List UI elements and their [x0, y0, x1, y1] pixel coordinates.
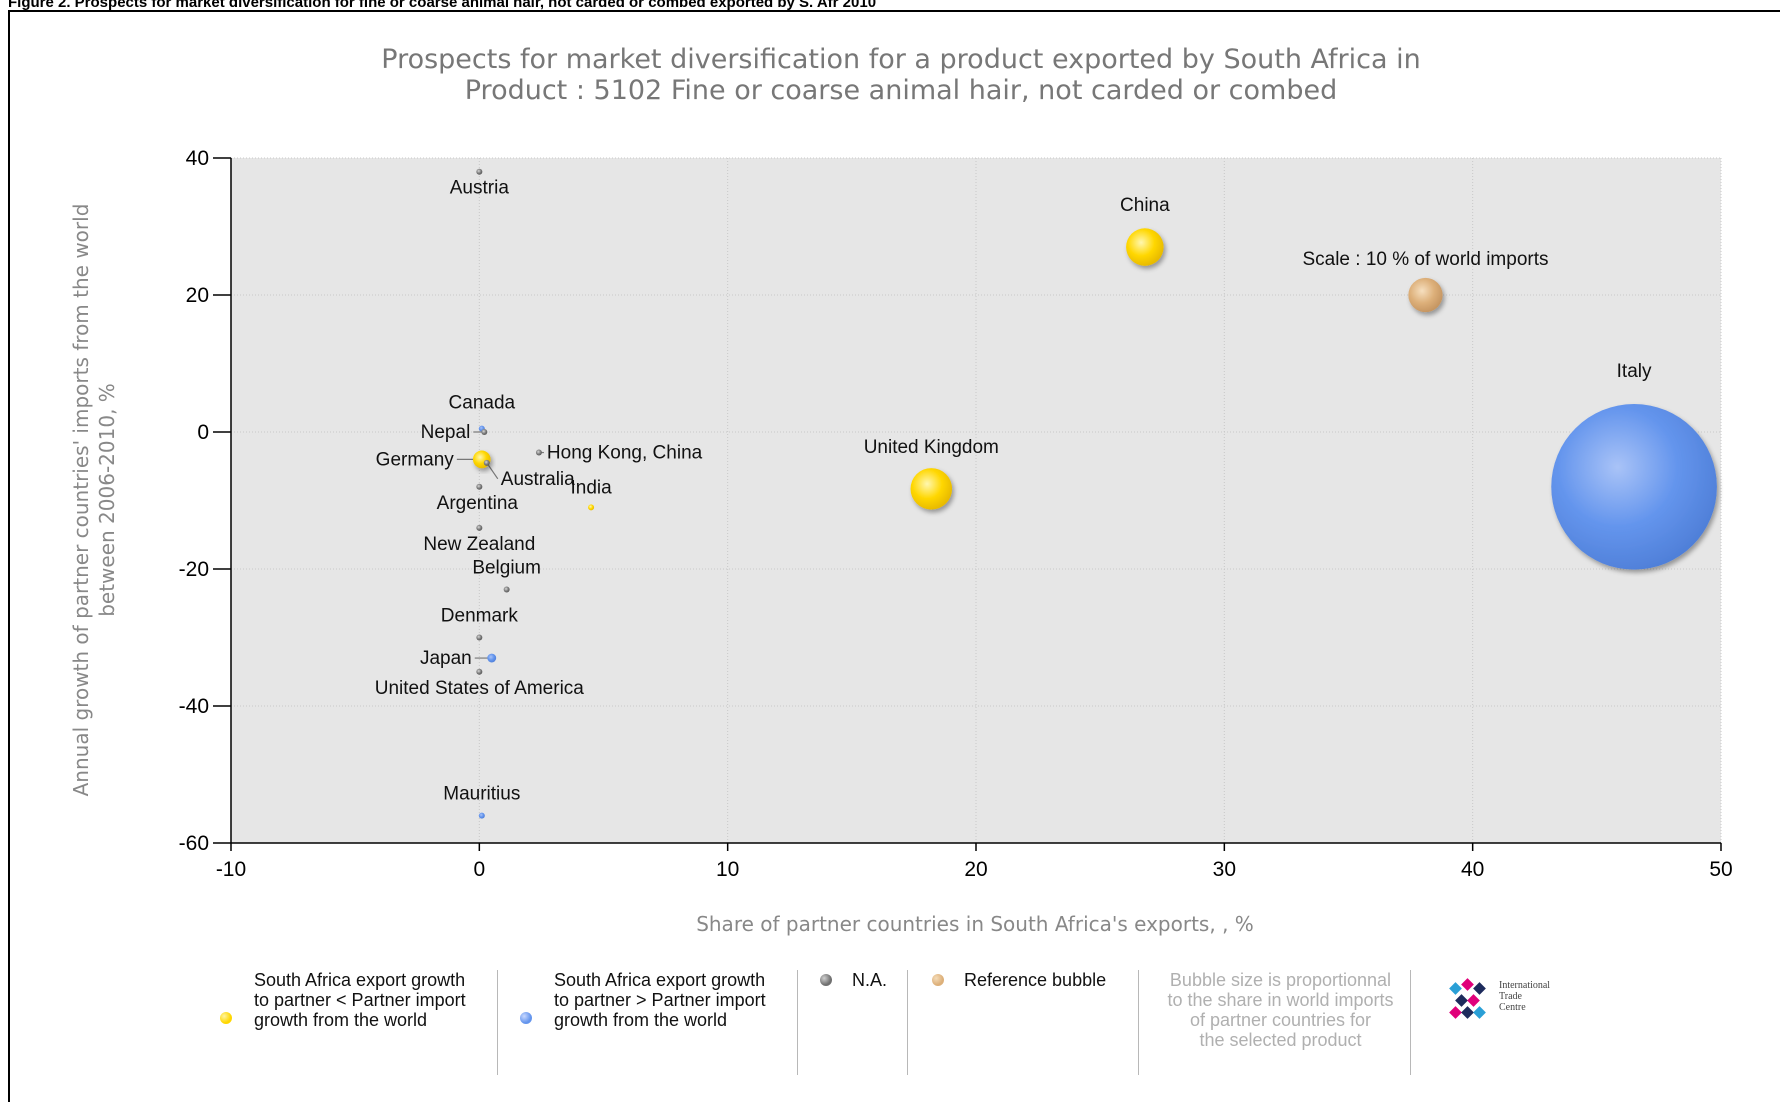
bubble-new-zealand: [476, 524, 483, 531]
label-australia: Australia: [501, 469, 575, 490]
legend-na-text: N.A.: [852, 970, 888, 990]
point-labels: Austria China Scale : 10 % of world import…: [375, 178, 1652, 805]
bubble-italy: [1551, 403, 1717, 570]
legend-separator: [797, 970, 798, 1075]
legend: South Africa export growth to partner < …: [210, 970, 1610, 1078]
y-tick-label: 0: [197, 421, 209, 444]
bubble-india: [588, 504, 595, 511]
legend-reference-text: Reference bubble: [964, 970, 1107, 990]
label-china: China: [1120, 195, 1170, 216]
legend-yellow-dot: [220, 1012, 232, 1024]
legend-yellow-line2: to partner < Partner import: [254, 990, 466, 1010]
itc-logo: International Trade Centre: [1447, 978, 1577, 1028]
label-austria: Austria: [450, 178, 510, 199]
label-japan: Japan: [420, 648, 472, 669]
bubble-japan: [487, 653, 497, 663]
y-tick-label: -60: [179, 832, 209, 855]
x-axis-title: Share of partner countries in South Afri…: [696, 912, 1254, 936]
legend-yellow-text: South Africa export growth to partner < …: [254, 970, 466, 1030]
legend-note-line1: Bubble size is proportionnal: [1169, 970, 1392, 990]
bubble-united-states-of-america: [476, 668, 483, 675]
bubble-austria: [476, 168, 483, 175]
label-denmark: Denmark: [441, 606, 519, 627]
legend-note-line3: of partner countries for: [1189, 1010, 1372, 1030]
legend-note-line2: to the share in world imports: [1167, 990, 1394, 1010]
label-hong-kong-china: Hong Kong, China: [547, 443, 703, 464]
bubble-scale-10-of-world-imports: [1408, 277, 1443, 313]
y-axis-title-line1: Annual growth of partner countries' impo…: [69, 204, 93, 797]
y-tick-label: -20: [179, 558, 209, 581]
chart-title-line2: Product : 5102 Fine or coarse animal hai…: [465, 75, 1337, 106]
label-mauritius: Mauritius: [443, 784, 520, 805]
x-tick-label: 50: [1709, 858, 1732, 881]
legend-blue-line1: South Africa export growth: [554, 970, 766, 990]
legend-separator: [1138, 970, 1139, 1075]
y-tick-label: 20: [186, 284, 209, 307]
x-tick-label: 10: [716, 858, 739, 881]
y-axis-title-line2: between 2006-2010, %: [95, 383, 119, 617]
legend-yellow-line1: South Africa export growth: [254, 970, 466, 990]
grid-lines: [231, 157, 1722, 843]
label-canada: Canada: [449, 393, 516, 414]
bubble-germany: [472, 450, 491, 469]
legend-bubble-size-note: Bubble size is proportionnal to the shar…: [1148, 970, 1413, 1050]
x-tick-label: -10: [216, 858, 246, 881]
legend-blue-line3: growth from the world: [554, 1010, 728, 1030]
legend-note-line4: the selected product: [1199, 1030, 1362, 1050]
label-united-states-of-america: United States of America: [375, 678, 585, 699]
label-nepal: Nepal: [421, 422, 471, 443]
x-tick-label: 0: [473, 858, 485, 881]
connector-australia: [486, 462, 499, 480]
itc-logo-line1: International: [1499, 980, 1551, 991]
label-new-zealand: New Zealand: [423, 534, 535, 555]
bubble-china: [1126, 228, 1164, 266]
y-tick-label: 40: [186, 147, 209, 170]
chart-title-line1: Prospects for market diversification for…: [381, 44, 1420, 75]
bubble-argentina: [476, 483, 483, 490]
x-tick-label: 30: [1213, 858, 1236, 881]
legend-separator: [907, 970, 908, 1075]
legend-blue-line2: to partner > Partner import: [554, 990, 766, 1010]
legend-blue-dot: [520, 1012, 532, 1024]
bubble-belgium: [503, 586, 510, 593]
legend-separator: [1410, 970, 1411, 1075]
x-tick-label: 20: [964, 858, 987, 881]
label-belgium: Belgium: [472, 558, 541, 579]
label-india: India: [570, 477, 612, 498]
itc-logo-text: International Trade Centre: [1499, 980, 1550, 1013]
bubble-mauritius: [478, 812, 485, 819]
axes: -10 0 10 20 30 40 50 40 20 0 -20 -40 -60: [179, 147, 1733, 881]
bubble-australia: [483, 459, 490, 466]
bubble-nepal: [481, 429, 488, 435]
label-united-kingdom: United Kingdom: [864, 437, 999, 458]
legend-blue-text: South Africa export growth to partner > …: [554, 970, 766, 1030]
x-tick-label: 40: [1461, 858, 1484, 881]
bubble-denmark: [476, 634, 483, 641]
legend-separator: [497, 970, 498, 1075]
itc-logo-line2: Trade: [1499, 991, 1522, 1002]
bubbles: [472, 168, 1717, 819]
figure-caption: Figure 2. Prospects for market diversifi…: [8, 0, 877, 11]
legend-reference-dot: [932, 974, 944, 986]
label-argentina: Argentina: [437, 493, 519, 514]
label-scale-10-of-world-imports: Scale : 10 % of world imports: [1302, 249, 1548, 270]
label-italy: Italy: [1617, 361, 1652, 382]
itc-logo-mark-icon: [1449, 978, 1486, 1019]
itc-logo-line3: Centre: [1499, 1002, 1526, 1013]
legend-yellow-line3: growth from the world: [254, 1010, 428, 1030]
bubble-hong-kong-china: [535, 449, 542, 456]
legend-na-dot: [820, 974, 832, 986]
chart-frame: [8, 10, 1780, 1102]
bubble-united-kingdom: [910, 468, 953, 510]
y-tick-label: -40: [179, 695, 209, 718]
label-germany: Germany: [376, 449, 455, 470]
